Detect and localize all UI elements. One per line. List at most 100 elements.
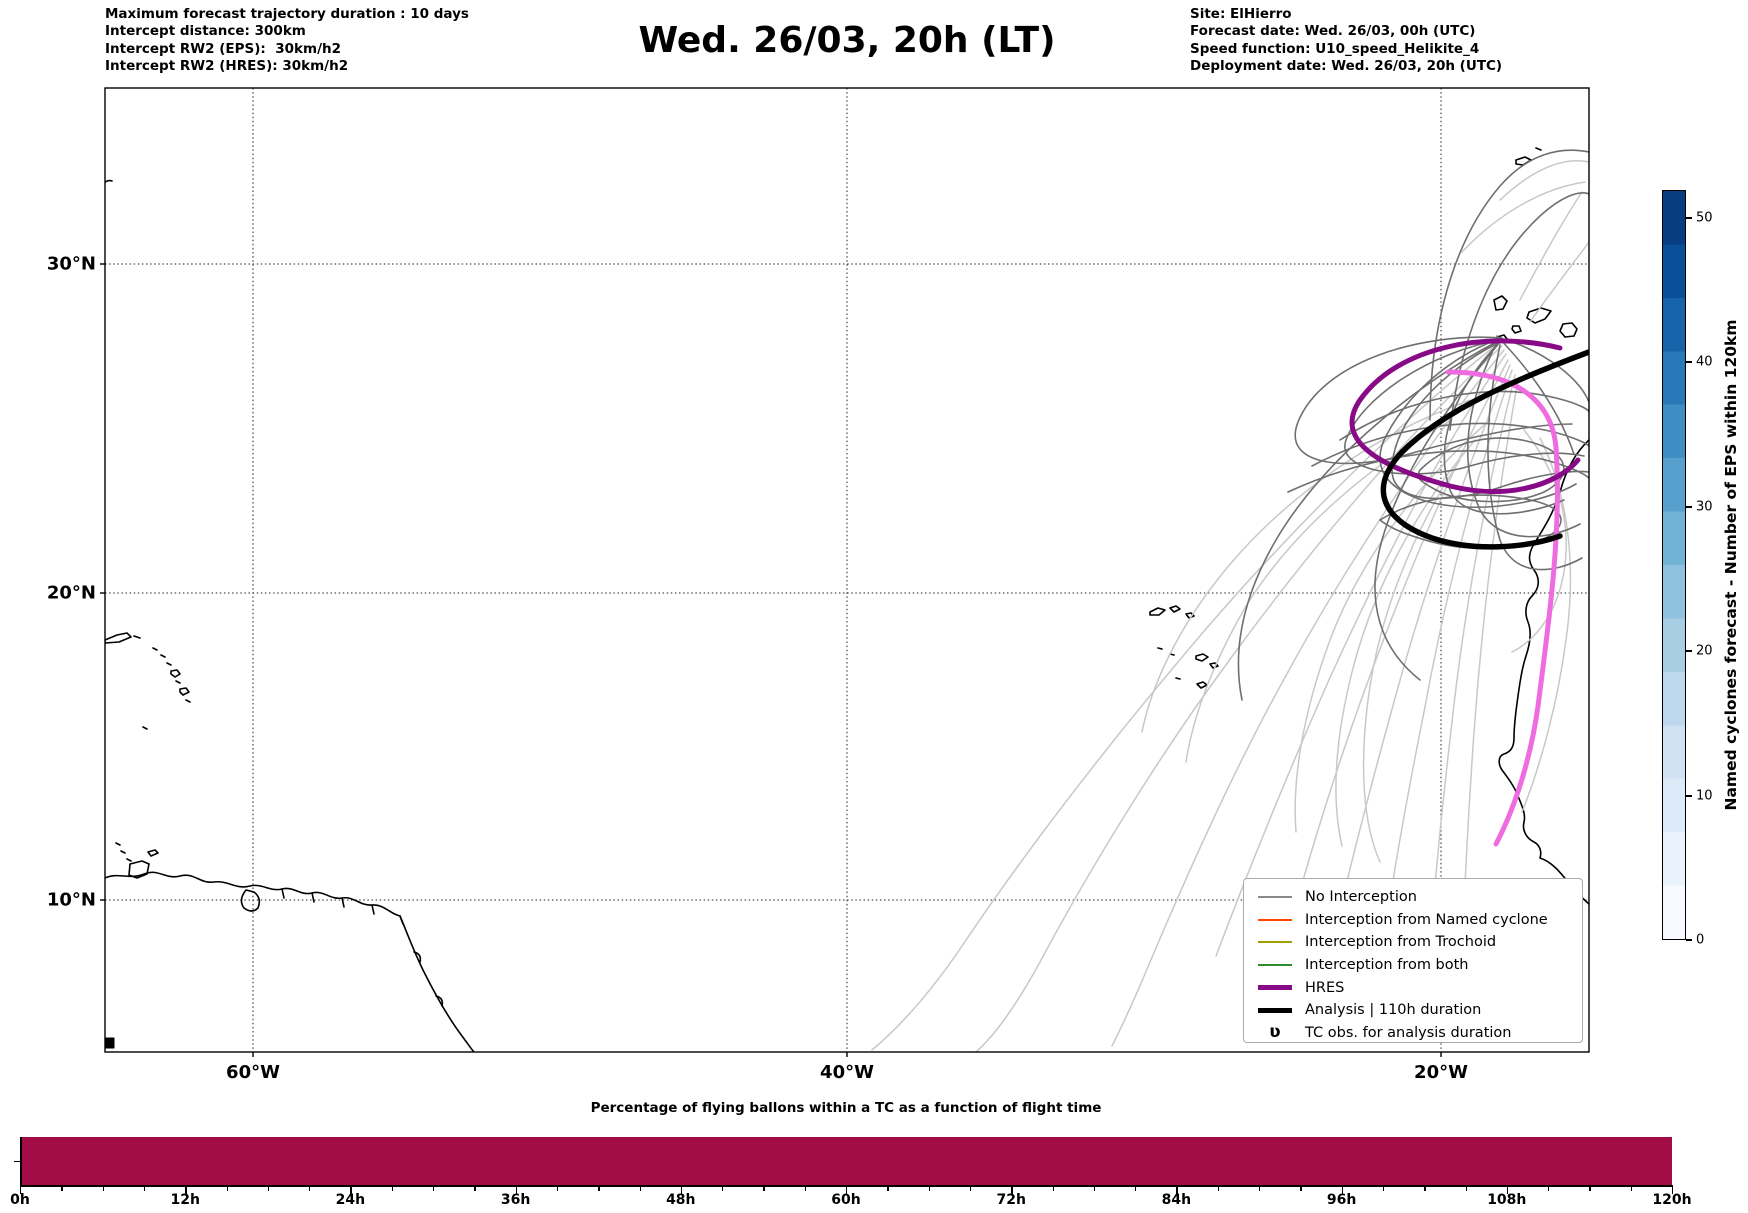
coastline (105, 632, 132, 644)
coastline (311, 892, 315, 903)
hres-track (1349, 338, 1581, 494)
bottom-y-tick-mark (14, 1161, 20, 1163)
legend-item-label: No Interception (1305, 889, 1417, 906)
header-line: Speed function: U10_speed_Helikite_4 (1190, 40, 1480, 57)
bottom-x-minor-tick (1135, 1186, 1137, 1192)
bottom-x-tick-label: 12h (170, 1192, 200, 1208)
x-tick-label: 40°W (820, 1062, 874, 1083)
bottom-chart-title: Percentage of flying ballons within a TC… (590, 1100, 1102, 1116)
colorbar-tick-label: 10 (1696, 788, 1713, 804)
coastline (170, 669, 181, 678)
colorbar-tick-label: 30 (1696, 499, 1713, 515)
eps-balloon-trajectories-dark (1344, 339, 1585, 475)
coastline (1526, 307, 1552, 324)
eps-cyclone-tracks-light (1511, 429, 1567, 653)
colorbar-tick-label: 20 (1696, 643, 1713, 659)
bottom-x-tick-label: 84h (1161, 1192, 1192, 1208)
eps-cyclone-tracks-light (1521, 437, 1572, 813)
bottom-x-minor-tick (1217, 1186, 1220, 1192)
legend-line-sample (1258, 941, 1292, 944)
map-tracks (105, 147, 1589, 1052)
bottom-x-tick-label: 0h (10, 1192, 30, 1208)
header-line: Site: ElHierro (1190, 6, 1292, 22)
eps-cyclone-tracks-light (1461, 181, 1586, 253)
coastline (413, 951, 422, 963)
eps-cyclone-tracks-light (1499, 160, 1589, 201)
bottom-x-minor-tick (598, 1186, 600, 1192)
coastline (166, 662, 172, 666)
colorbar-tick-label: 50 (1696, 210, 1713, 226)
header-line: Intercept distance: 300km (105, 23, 306, 40)
bottom-x-major-tick (680, 1186, 683, 1194)
bottom-x-major-tick (1341, 1186, 1343, 1194)
legend-line-stroke (1258, 964, 1292, 967)
eps-cyclone-tracks-light (1283, 359, 1509, 951)
legend-line-sample (1258, 964, 1292, 967)
bottom-x-major-tick (515, 1186, 517, 1194)
bottom-x-minor-tick (1424, 1186, 1426, 1192)
bottom-x-minor-tick (1259, 1186, 1261, 1192)
coastline (128, 860, 150, 879)
colorbar-tick-mark (1686, 795, 1692, 797)
coastline (126, 858, 132, 862)
eps-balloon-trajectories-dark (1339, 390, 1589, 441)
legend-line-stroke (1258, 941, 1292, 944)
coastline (179, 687, 190, 696)
legend-line-sample (1258, 896, 1292, 899)
eps-cyclone-tracks-light (1383, 369, 1513, 941)
bottom-x-minor-tick (102, 1186, 104, 1192)
coastline (1196, 681, 1208, 689)
bottom-y-axis-spine (20, 1137, 22, 1185)
coastline (1493, 295, 1508, 311)
header-line: Forecast date: Wed. 26/03, 00h (UTC) (1190, 23, 1476, 40)
bottom-x-minor-tick (61, 1186, 63, 1192)
coastline (133, 635, 141, 639)
legend-line-sample (1258, 985, 1292, 991)
coastline (147, 849, 159, 857)
colorbar (1662, 190, 1686, 940)
legend-item: ʋ TC obs. for analysis duration (1258, 1022, 1582, 1045)
bottom-x-tick-label: 24h (335, 1192, 366, 1208)
coastline (160, 654, 166, 658)
coastline (1195, 653, 1209, 662)
legend-item: No Interception (1258, 886, 1582, 909)
coastline (1209, 662, 1219, 669)
bottom-x-minor-tick (556, 1186, 559, 1192)
header-line: Deployment date: Wed. 26/03, 20h (UTC) (1190, 58, 1503, 75)
tc-obs-marker-icon: ʋ (1258, 1024, 1292, 1041)
bottom-x-minor-tick (763, 1186, 765, 1192)
legend-line-stroke (1258, 918, 1292, 921)
coastline (175, 680, 181, 684)
coastline (105, 871, 475, 1052)
eps-cyclone-tracks-light (1429, 374, 1516, 947)
coastline (120, 850, 126, 854)
bottom-x-tick-label: 108h (1487, 1192, 1527, 1208)
bottom-x-tick-label: 48h (666, 1192, 696, 1208)
bottom-x-minor-tick (1300, 1186, 1302, 1192)
legend-line-stroke (1258, 896, 1292, 899)
bottom-x-minor-tick (804, 1186, 807, 1192)
legend-item: HRES (1258, 976, 1582, 999)
colorbar-tick-mark (1686, 506, 1692, 508)
bottom-x-minor-tick (391, 1186, 394, 1192)
eps-cyclone-tracks-light (1141, 399, 1471, 733)
header-line: Intercept RW2 (HRES): 30km/h2 (105, 58, 349, 75)
legend-line-sample (1258, 918, 1292, 921)
bottom-x-tick-label: 72h (996, 1192, 1026, 1208)
y-tick-label: 30°N (46, 253, 96, 275)
coastline (341, 897, 345, 908)
bottom-x-minor-tick (969, 1186, 972, 1192)
bottom-x-minor-tick (433, 1186, 435, 1192)
bottom-x-tick-label: 120h (1652, 1192, 1692, 1208)
eps-cyclone-tracks-light (1111, 349, 1505, 1047)
eps-balloon-trajectories-dark (1487, 344, 1583, 571)
eps-balloon-trajectories-dark (1379, 494, 1562, 550)
legend-item: Interception from Named cyclone (1258, 909, 1582, 932)
legend-item-label: Analysis | 110h duration (1305, 1002, 1482, 1019)
coastline (142, 726, 148, 730)
eps-balloon-trajectories-dark (1496, 335, 1575, 455)
bottom-x-major-tick (1672, 1186, 1674, 1194)
legend-item-label: Interception from both (1305, 957, 1469, 974)
bottom-x-minor-tick (639, 1186, 641, 1192)
